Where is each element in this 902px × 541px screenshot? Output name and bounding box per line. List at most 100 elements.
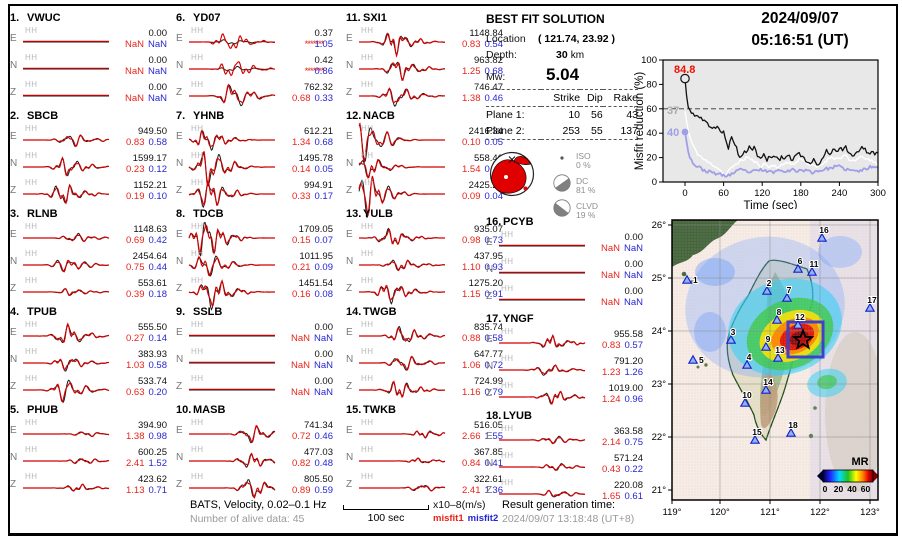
waveform-RLNB-N	[23, 259, 110, 273]
amplitude-value: 220.08	[613, 479, 643, 491]
component-label: Z	[10, 479, 17, 490]
waveform-SBCB-E	[23, 134, 110, 148]
channel-label: HH	[25, 472, 38, 481]
map-lon-tick: 121°	[760, 507, 780, 518]
focal-mechanism-beachball-icon	[489, 151, 535, 197]
component-row-TDCB-E: E HH 1709.05 0.15 0.07	[176, 221, 334, 257]
row-values: 2416.34 0.10 0.05	[445, 126, 503, 148]
misfit1-value: 0.84	[462, 457, 481, 469]
station-panel-SSLB: 9. SSLB E HH 0.00 NaN NaN N HH 0.00 NaN NaN Z HH 0.00 N…	[176, 306, 334, 400]
channel-label: HH	[25, 80, 38, 89]
component-row-VWUC-N: N HH 0.00 NaN NaN	[10, 52, 168, 79]
waveform-TDCB-N	[188, 255, 275, 277]
misfit1-value: NaN	[600, 242, 620, 254]
row-values: 1152.21 0.19 0.10	[109, 180, 167, 202]
component-label: E	[10, 131, 17, 142]
component-row-SXI1-Z: Z HH 746.47 1.38 0.46	[346, 79, 504, 107]
misfit-x-tick: 60	[718, 188, 729, 199]
component-row-TWGB-Z: Z HH 724.99 1.16 0.79	[346, 373, 504, 400]
waveform-TWGB-Z	[359, 380, 446, 399]
component-row-MASB-E: E HH 741.34 0.72 0.46	[176, 417, 334, 444]
channel-label: HH	[361, 151, 374, 160]
amplitude-value: 555.50	[137, 321, 167, 333]
plane1-row: Plane 1: 10 56 43	[486, 107, 638, 124]
component-row-PHUB-E: E HH 394.90 1.38 0.98	[10, 417, 168, 444]
waveform-TWKB-E	[359, 430, 446, 439]
map-station-triangle-10	[739, 397, 751, 407]
map-lat-tick: 25°	[652, 273, 667, 284]
misfit2-value: 0.93	[484, 261, 504, 273]
component-row-VWUC-E: E HH 0.00 NaN NaN	[10, 25, 168, 52]
map-station-label-3: 3	[731, 327, 736, 337]
misfit-reduction-plot: 0 20 40 60 80 100 0 60 120 180 240 300 84.8 37 40 Time …	[634, 55, 886, 209]
misfit1-value: 0.83	[602, 339, 621, 351]
amplitude-value: 0.00	[314, 348, 334, 360]
plane2-strike: 253	[541, 123, 581, 140]
component-row-SSLB-E: E HH 0.00 NaN NaN	[176, 319, 334, 346]
component-label: E	[10, 229, 17, 240]
channel-label: HH	[191, 80, 204, 89]
row-values: 423.62 1.13 0.71	[109, 474, 167, 496]
waveform-YHNB-E	[188, 129, 275, 151]
waveform-YULB-E	[359, 227, 446, 245]
row-values: 741.34 0.72 0.46	[275, 420, 333, 442]
amplitude-value: 383.93	[137, 348, 167, 360]
station-panel-TDCB: 8. TDCB E HH 1709.05 0.15 0.07 N HH 1011.95 0.21 0.…	[176, 208, 334, 311]
channel-label: HH	[361, 26, 374, 35]
misfit1-value: 1.54	[462, 163, 481, 175]
colorbar-tick: 20	[834, 484, 844, 494]
map-station-triangle-4	[741, 359, 753, 369]
waveform-SXI1-E	[359, 32, 445, 58]
map-lat-tick: 26°	[652, 220, 667, 231]
station-panel-PCYB: 16. PCYB E HH 0.00 NaN NaN N HH 0.00 NaN NaN Z HH 0.00…	[486, 216, 644, 310]
data-source-line: BATS, Velocity, 0.02–0.1 Hz	[190, 499, 327, 511]
component-label: Z	[486, 291, 493, 302]
misfit2-value: 0.46	[314, 430, 334, 442]
iso-ball-icon	[560, 156, 564, 160]
misfit1-value: 0.63	[126, 386, 145, 398]
misfit1-value: 1.15	[462, 288, 481, 300]
station-panel-YULB: 13. YULB E HH 935.07 0.98 0.73 N HH 437.95 1.10 0.9…	[346, 208, 504, 305]
depth-unit: km	[570, 50, 585, 61]
misfit1-value: 0.39	[126, 288, 145, 300]
component-row-PHUB-N: N HH 600.25 2.41 1.52	[10, 444, 168, 471]
amplitude-value: 1152.21	[133, 179, 167, 191]
waveform-SSLB-Z	[189, 388, 275, 391]
amplitude-value: 935.07	[473, 223, 503, 235]
waveform-PCYB-E	[499, 244, 585, 247]
channel-label: HH	[191, 222, 204, 231]
amplitude-value: 1495.78	[298, 152, 333, 164]
waveform-YD07-N	[189, 61, 275, 77]
misfit2-value: 0.91	[484, 288, 504, 300]
misfit2-value: 0.12	[148, 163, 168, 175]
component-row-VWUC-Z: Z HH 0.00 NaN NaN	[10, 79, 168, 106]
map-station-label-11: 11	[810, 259, 819, 269]
event-time: 05:16:51 (UT)	[751, 32, 849, 49]
misfit1-value: 2.66	[462, 430, 481, 442]
station-panel-MASB: 10. MASB E HH 741.34 0.72 0.46 N HH 477.03 0.82 0.4…	[176, 404, 334, 499]
dc-row: DC 81 %	[552, 173, 598, 198]
channel-label: HH	[191, 124, 204, 133]
misfit2-value: 0.96	[624, 393, 644, 405]
misfit-y-tick: 100	[641, 55, 657, 66]
row-values: 0.00 NaN NaN	[585, 259, 643, 281]
waveform-YNGF-N	[499, 364, 586, 376]
misfit2-value: 0.48	[314, 457, 334, 469]
amplitude-value: 0.00	[314, 321, 334, 333]
misfit1-value: 0.10	[462, 136, 481, 148]
component-label: E	[346, 425, 353, 436]
station-title: 9. SSLB	[176, 306, 223, 318]
waveform-RLNB-Z	[23, 287, 110, 297]
component-label: N	[10, 256, 18, 267]
misfit1-value: 0.16	[292, 288, 311, 300]
component-label: N	[176, 158, 184, 169]
misfit2-value: 0.68	[484, 65, 504, 77]
misfit-xlabel: Time (sec)	[744, 200, 798, 209]
misfit2-value: 0.05	[484, 136, 504, 148]
row-values: 0.00 NaN NaN	[585, 232, 643, 254]
waveform-MASB-N	[189, 452, 276, 468]
channel-label: HH	[191, 151, 204, 160]
misfit2-value: 0.73	[484, 234, 504, 246]
row-values: 553.61 0.39 0.18	[109, 278, 167, 300]
waveform-NACB-Z	[358, 175, 445, 219]
